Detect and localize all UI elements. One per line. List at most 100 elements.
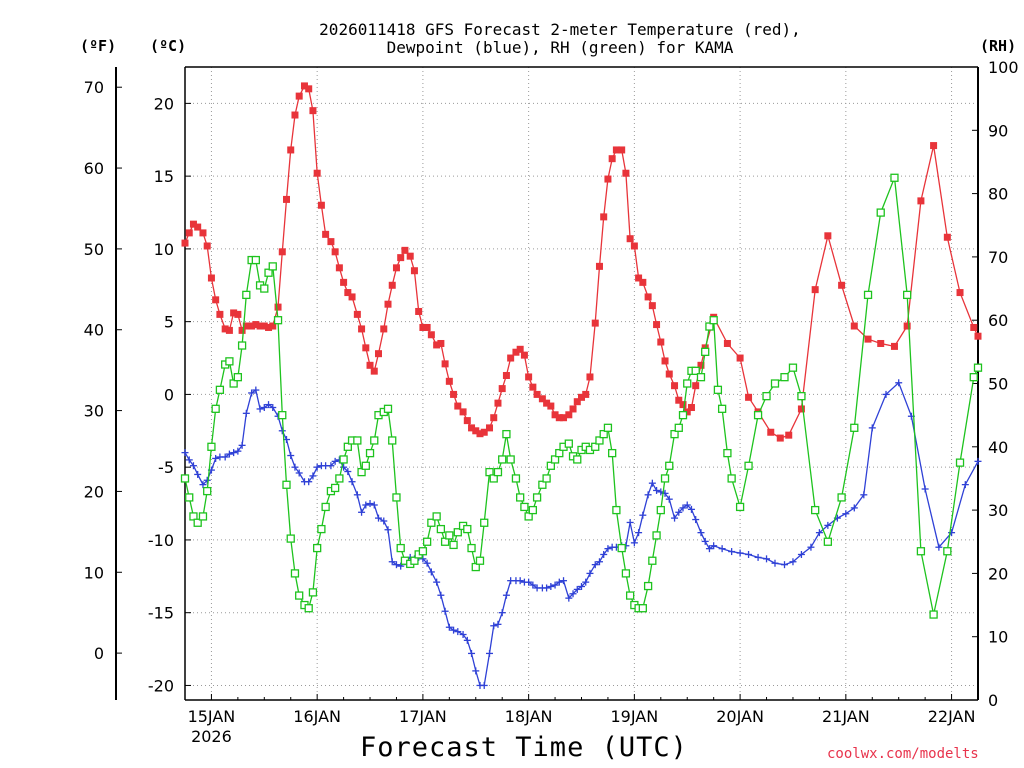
dewpoint-point — [278, 427, 286, 435]
temperature-point — [490, 414, 498, 422]
temperature-point — [486, 424, 494, 432]
rh-point — [225, 357, 234, 366]
rh-point — [780, 373, 789, 382]
temperature-point — [384, 300, 392, 308]
rh-point — [260, 284, 269, 293]
rh-point — [335, 474, 344, 483]
dewpoint-point — [295, 469, 303, 477]
temperature-point — [736, 354, 744, 362]
temperature-point — [370, 367, 378, 375]
dewpoint-point — [860, 491, 868, 499]
rh-point — [762, 392, 771, 401]
rh-point — [717, 404, 727, 413]
rh-point — [599, 429, 608, 439]
dewpoint-point — [459, 631, 467, 639]
dewpoint-point — [692, 516, 700, 524]
rh-point — [903, 290, 912, 300]
fahrenheit-axis-unit: (ºF) — [80, 37, 117, 55]
rh-point — [357, 467, 366, 477]
rh-point — [422, 537, 432, 546]
celsius-tick-label: -20 — [148, 676, 174, 695]
dewpoint-point — [331, 457, 339, 465]
dewpoint-point — [358, 508, 366, 516]
dewpoint-point — [427, 568, 435, 576]
dewpoint-point — [728, 548, 736, 556]
temperature-point — [622, 169, 630, 177]
x-tick-label: 22JAN — [928, 707, 976, 726]
rh-point — [189, 512, 198, 521]
temperature-point — [238, 326, 246, 334]
rh-point — [617, 543, 626, 553]
rh-point — [524, 512, 533, 521]
temperature-point — [322, 230, 330, 238]
temperature-point — [586, 373, 594, 381]
rh-point — [652, 531, 661, 540]
celsius-tick-label: 15 — [154, 167, 174, 186]
rh-point — [929, 610, 938, 619]
rh-point — [643, 581, 653, 591]
temperature-point — [635, 274, 643, 282]
dewpoint-point — [260, 404, 268, 412]
rh-point — [683, 379, 692, 388]
rh-point — [520, 502, 529, 512]
dewpoint-point — [370, 501, 378, 509]
temperature-point — [348, 293, 356, 301]
dewpoint-point — [578, 582, 585, 590]
rh-point — [449, 540, 458, 550]
dewpoint-point — [697, 529, 705, 537]
rh-point — [480, 518, 489, 527]
rh-point — [735, 502, 745, 512]
temperature-point — [529, 383, 537, 391]
temperature-point — [181, 239, 189, 247]
temperature-point — [608, 155, 616, 163]
rh-point — [625, 591, 635, 600]
rh-axis-unit: (RH) — [980, 37, 1017, 55]
rh-point — [489, 474, 498, 483]
temperature-point — [864, 335, 872, 343]
rh-point — [493, 467, 503, 477]
temperature-point — [472, 427, 480, 435]
dewpoint-point — [604, 545, 612, 553]
dewpoint-point — [353, 491, 361, 499]
rh-point — [973, 363, 983, 372]
celsius-tick-label: 20 — [154, 94, 174, 113]
temperature-point — [595, 262, 603, 270]
temperature-point — [838, 281, 846, 289]
rh-tick-label: 10 — [988, 628, 1008, 647]
rh-point — [511, 474, 521, 483]
dewpoint-point — [653, 486, 661, 494]
celsius-tick-label: 10 — [154, 240, 174, 259]
dewpoint-point — [630, 539, 638, 547]
rh-point — [555, 448, 564, 458]
temperature-point — [582, 390, 590, 398]
rh-point — [365, 448, 375, 458]
x-tick-label: 19JAN — [611, 707, 659, 726]
rh-point — [282, 480, 291, 489]
rh-point — [330, 483, 340, 493]
dewpoint-point — [763, 555, 771, 563]
temperature-point — [533, 390, 541, 398]
temperature-point — [476, 430, 484, 438]
fahrenheit-tick-label: 30 — [84, 402, 104, 421]
dewpoint-point — [203, 476, 211, 484]
dewpoint-point — [269, 404, 277, 412]
rh-point — [665, 461, 674, 470]
rh-point — [546, 461, 555, 470]
x-tick-label: 17JAN — [399, 707, 447, 726]
rh-point — [837, 493, 846, 502]
temperature-point — [433, 341, 441, 349]
rh-point — [890, 173, 899, 182]
temperature-point — [366, 361, 374, 369]
rh-point — [286, 534, 295, 543]
temperature-point — [305, 85, 313, 93]
rh-point — [573, 455, 582, 464]
dewpoint-point — [494, 620, 502, 628]
rh-point — [392, 493, 401, 502]
dewpoint-point — [498, 609, 506, 617]
series-temperature — [181, 82, 982, 442]
temperature-point — [362, 344, 370, 352]
temperature-point — [494, 399, 502, 407]
rh-point — [321, 502, 330, 512]
temperature-point — [353, 310, 361, 318]
dewpoint-point — [252, 386, 260, 394]
